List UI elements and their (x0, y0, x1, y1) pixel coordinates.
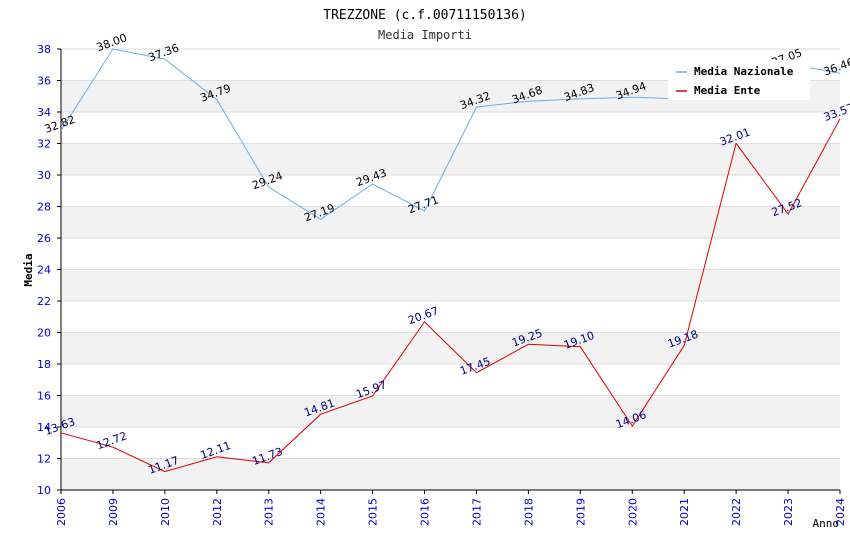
y-tick-label: 30 (37, 169, 51, 182)
plot-band (61, 395, 840, 427)
y-tick-label: 16 (37, 390, 51, 403)
x-tick-label: 2018 (522, 498, 535, 526)
plot-bands (61, 80, 840, 490)
chart-subtitle: Media Importi (378, 28, 472, 42)
plot-band (61, 206, 840, 238)
y-tick-label: 20 (37, 327, 51, 340)
legend-label-nazionale: Media Nazionale (694, 65, 794, 78)
data-label: 12.72 (95, 429, 129, 452)
x-tick-label: 2021 (678, 498, 691, 526)
y-tick-label: 26 (37, 232, 51, 245)
x-tick-label: 2010 (159, 498, 172, 526)
y-tick-label: 18 (37, 358, 51, 371)
legend-box (668, 60, 810, 100)
y-tick-label: 10 (37, 484, 51, 497)
x-tick-label: 2012 (211, 498, 224, 526)
x-tick-label: 2016 (419, 498, 432, 526)
y-tick-label: 24 (37, 264, 51, 277)
y-tick-label: 32 (37, 138, 51, 151)
y-axis-label: Media (22, 253, 35, 286)
plot-band (61, 332, 840, 364)
y-axis-ticks: 10 12 14 16 18 20 22 24 26 28 30 32 34 36 38 (37, 43, 61, 497)
chart-title: TREZZONE (c.f.00711150136) (323, 8, 527, 23)
y-tick-label: 14 (37, 421, 51, 434)
y-tick-label: 34 (37, 106, 51, 119)
x-axis-label: Anno (813, 517, 840, 530)
x-axis-ticks: 2006 2009 2010 2012 2013 2014 2015 2016 2017 2018… (55, 490, 847, 526)
legend-label-ente: Media Ente (694, 84, 761, 97)
x-tick-label: 2024 (834, 498, 847, 526)
x-tick-label: 2019 (574, 498, 587, 526)
data-label: 37.36 (147, 41, 181, 64)
x-tick-label: 2013 (263, 498, 276, 526)
x-tick-label: 2006 (55, 498, 68, 526)
x-tick-label: 2009 (107, 498, 120, 526)
series-line-media-ente (60, 118, 841, 473)
x-tick-label: 2015 (367, 498, 380, 526)
y-tick-label: 38 (37, 43, 51, 56)
y-tick-label: 28 (37, 201, 51, 214)
x-tick-label: 2020 (626, 498, 639, 526)
x-tick-label: 2014 (315, 498, 328, 526)
y-tick-label: 36 (37, 75, 51, 88)
x-tick-label: 2023 (782, 498, 795, 526)
y-tick-label: 12 (37, 453, 51, 466)
plot-band (61, 269, 840, 301)
legend: Media Nazionale Media Ente (668, 60, 810, 100)
y-tick-label: 22 (37, 295, 51, 308)
x-tick-label: 2022 (730, 498, 743, 526)
data-label: 36.46 (822, 55, 850, 78)
x-tick-label: 2017 (470, 498, 483, 526)
data-label: 13.63 (43, 415, 77, 438)
